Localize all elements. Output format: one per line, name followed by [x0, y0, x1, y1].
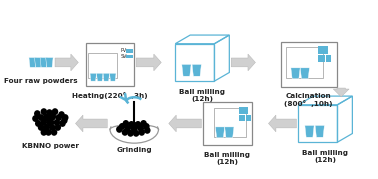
- Circle shape: [54, 119, 60, 126]
- Bar: [318, 46, 328, 54]
- Circle shape: [138, 125, 144, 132]
- FancyBboxPatch shape: [203, 102, 252, 145]
- Polygon shape: [333, 88, 349, 97]
- Polygon shape: [34, 57, 42, 67]
- Polygon shape: [305, 125, 314, 137]
- Text: Ball milling
(12h): Ball milling (12h): [179, 89, 225, 102]
- Circle shape: [43, 124, 50, 131]
- Circle shape: [46, 118, 54, 127]
- Bar: [239, 107, 248, 114]
- Polygon shape: [96, 73, 103, 81]
- Circle shape: [59, 120, 66, 127]
- FancyBboxPatch shape: [214, 108, 246, 137]
- Circle shape: [32, 115, 39, 122]
- Polygon shape: [55, 54, 78, 71]
- Circle shape: [38, 124, 44, 131]
- Circle shape: [130, 122, 138, 131]
- Circle shape: [34, 110, 40, 117]
- Polygon shape: [300, 68, 310, 79]
- Circle shape: [40, 129, 47, 136]
- Circle shape: [122, 120, 129, 127]
- Circle shape: [127, 130, 134, 137]
- Circle shape: [43, 113, 51, 122]
- Circle shape: [40, 119, 47, 126]
- Circle shape: [54, 124, 61, 131]
- Circle shape: [45, 129, 52, 136]
- Bar: [246, 115, 251, 122]
- Text: Ball milling
(12h): Ball milling (12h): [302, 150, 349, 163]
- Polygon shape: [291, 68, 300, 79]
- Circle shape: [144, 127, 150, 134]
- Circle shape: [61, 117, 68, 124]
- Polygon shape: [315, 125, 324, 137]
- Circle shape: [35, 120, 42, 127]
- Circle shape: [46, 109, 53, 116]
- Text: PV: PV: [120, 48, 127, 53]
- Bar: [126, 55, 133, 59]
- Text: Calcination
(800°  ,10h): Calcination (800° ,10h): [284, 93, 333, 107]
- Bar: [318, 55, 325, 62]
- Circle shape: [58, 111, 65, 118]
- Polygon shape: [268, 115, 296, 132]
- Circle shape: [131, 126, 138, 133]
- Circle shape: [124, 125, 131, 132]
- Text: Heating(220°  ,3h): Heating(220° ,3h): [72, 92, 148, 99]
- FancyBboxPatch shape: [88, 53, 118, 78]
- Circle shape: [143, 123, 150, 130]
- FancyBboxPatch shape: [86, 43, 134, 86]
- Circle shape: [51, 129, 57, 136]
- Polygon shape: [46, 57, 53, 67]
- Circle shape: [128, 121, 135, 128]
- Polygon shape: [231, 54, 256, 71]
- Polygon shape: [29, 57, 36, 67]
- Circle shape: [62, 114, 68, 121]
- Polygon shape: [225, 127, 234, 138]
- Polygon shape: [215, 127, 225, 138]
- Text: Four raw powders: Four raw powders: [4, 78, 78, 84]
- Bar: [239, 115, 245, 122]
- Circle shape: [52, 108, 58, 115]
- Polygon shape: [103, 73, 110, 81]
- Circle shape: [135, 121, 141, 128]
- Polygon shape: [192, 64, 201, 76]
- Circle shape: [40, 108, 47, 115]
- Circle shape: [122, 129, 128, 136]
- Polygon shape: [110, 73, 116, 81]
- FancyBboxPatch shape: [280, 42, 336, 87]
- Text: Grinding: Grinding: [116, 147, 152, 153]
- Text: KBNNO power: KBNNO power: [22, 143, 79, 149]
- Circle shape: [48, 112, 56, 121]
- Polygon shape: [40, 57, 48, 67]
- FancyBboxPatch shape: [286, 47, 324, 78]
- Circle shape: [56, 114, 62, 121]
- Polygon shape: [169, 115, 201, 132]
- Polygon shape: [136, 54, 161, 71]
- Bar: [326, 55, 331, 62]
- Polygon shape: [182, 64, 191, 76]
- Circle shape: [116, 126, 122, 133]
- Polygon shape: [90, 73, 96, 81]
- Text: Ball milling
(12h): Ball milling (12h): [204, 152, 251, 165]
- Circle shape: [133, 130, 139, 137]
- Circle shape: [138, 129, 145, 136]
- Circle shape: [38, 114, 44, 121]
- Circle shape: [140, 120, 147, 127]
- Polygon shape: [76, 115, 107, 132]
- Circle shape: [49, 124, 56, 131]
- Text: SV: SV: [120, 54, 127, 59]
- Circle shape: [119, 123, 125, 130]
- Bar: [126, 49, 133, 53]
